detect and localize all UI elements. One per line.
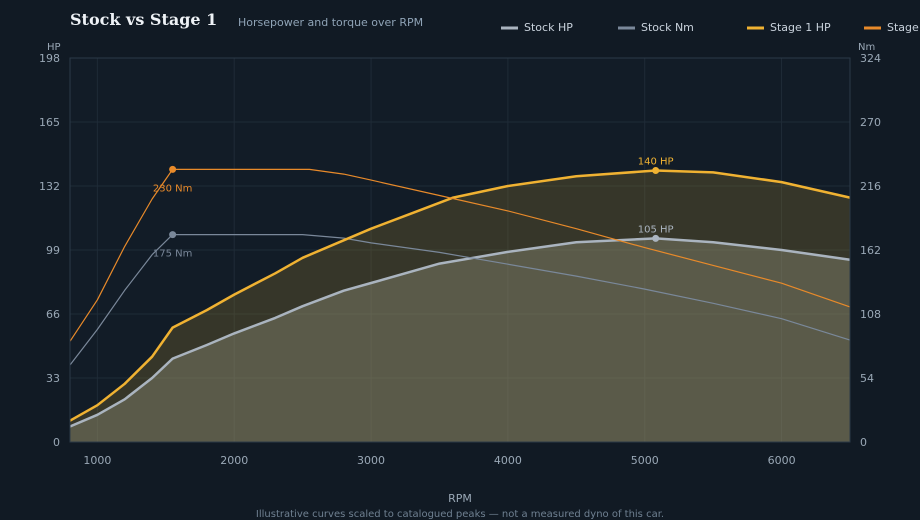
tick-labels: 1000 2000 3000 4000 5000 6000 0 33 66 99 132 165 198… [39,42,881,467]
peak-marker-stage-1-hp [652,166,660,174]
y-left-tick-label: 198 [39,52,60,65]
line-stock-hp [69,237,851,428]
y-right-tick-label: 270 [860,116,881,129]
legend-label: Stock Nm [641,21,694,34]
y-left-tick-label: 99 [46,244,60,257]
legend-label: Stage 1 HP [770,21,831,34]
x-tick-label: 1000 [83,454,111,467]
x-tick-label: 5000 [631,454,659,467]
legend-item-stock-nm: Stock Nm [618,21,694,34]
x-tick-label: 4000 [494,454,522,467]
line-stock-nm [69,234,851,366]
y-right-axis-label: Nm [858,42,875,53]
x-axis-label: RPM [448,492,472,505]
chart-subtitle: Horsepower and torque over RPM [238,16,424,29]
y-left-tick-label: 66 [46,308,60,321]
peak-label-stock-hp: 105 HP [638,224,674,235]
footnote: Illustrative curves scaled to catalogued… [255,509,665,520]
plot-frame [69,57,851,443]
y-left-tick-label: 33 [46,372,60,385]
legend-item-stock-hp: Stock HP [501,21,573,34]
y-right-tick-label: 324 [860,52,881,65]
legend-item-stage-1-nm: Stage 1 Nm [864,21,920,34]
peak-label-stage-1-hp: 140 HP [638,156,674,167]
y-left-tick-label: 165 [39,116,60,129]
y-left-axis-label: HP [47,42,61,53]
y-right-tick-label: 162 [860,244,881,257]
y-right-tick-label: 108 [860,308,881,321]
peak-label-stock-nm: 175 Nm [153,249,193,260]
peak-label-stage-1-nm: 230 Nm [153,183,193,194]
y-right-tick-label: 54 [860,372,874,385]
x-tick-label: 6000 [768,454,796,467]
legend-label: Stage 1 Nm [887,21,920,34]
legend: Stock HP Stock Nm Stage 1 HP Stage 1 Nm [501,21,920,34]
peak-marker-stock-nm [169,231,177,239]
y-left-tick-label: 0 [53,436,60,449]
y-right-tick-label: 0 [860,436,867,449]
plot-border [69,57,851,443]
x-tick-label: 3000 [357,454,385,467]
legend-item-stage-1-hp: Stage 1 HP [747,21,831,34]
x-tick-label: 2000 [220,454,248,467]
y-right-tick-label: 216 [860,180,881,193]
area-stock-hp [70,238,850,442]
legend-label: Stock HP [524,21,573,34]
peak-marker-stage-1-nm [169,165,177,173]
chart-title: Stock vs Stage 1 [70,10,218,29]
peak-marker-stock-hp [652,234,660,242]
line-stage-1-nm [69,168,851,342]
y-left-tick-label: 132 [39,180,60,193]
peak-markers: 105 HP 175 Nm 140 HP 230 Nm [153,156,674,259]
